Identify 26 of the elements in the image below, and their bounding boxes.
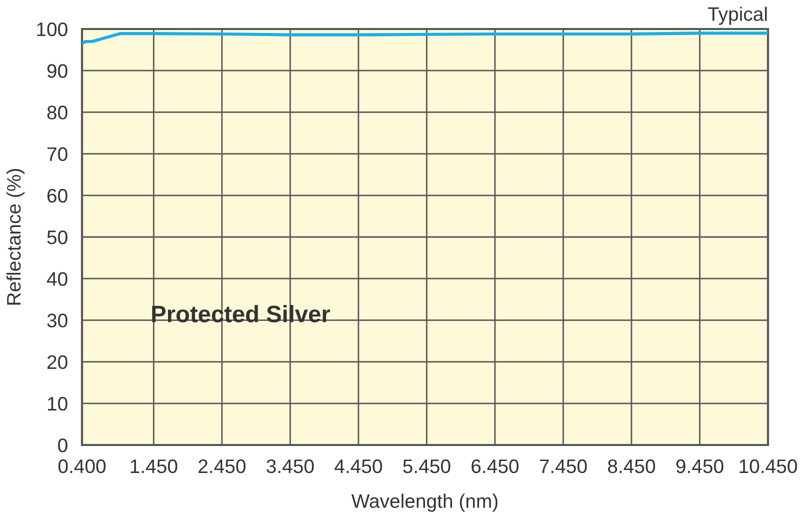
- x-tick-label: 3.450: [266, 459, 314, 474]
- x-axis-title: Wavelength (nm): [351, 494, 498, 512]
- x-tick-label: 0.400: [58, 459, 106, 474]
- y-tick-label: 10: [48, 396, 68, 411]
- x-tick-label: 7.450: [540, 459, 587, 474]
- y-tick-label: 90: [47, 64, 68, 78]
- y-tick-label: 80: [47, 106, 68, 120]
- y-tick-label: 30: [47, 314, 68, 328]
- x-tick-label: 4.450: [334, 459, 382, 474]
- y-tick-label: 70: [47, 147, 68, 162]
- y-tick-label: 20: [47, 355, 68, 370]
- x-tick-label: 1.450: [130, 459, 178, 474]
- x-tick-label: 9.450: [676, 459, 724, 474]
- y-tick-label: 100: [37, 22, 68, 36]
- y-tick-label: 0: [58, 438, 68, 452]
- x-tick-label: 6.450: [472, 459, 519, 474]
- x-tick-label: 2.450: [198, 459, 246, 474]
- y-axis-title: Reflectance (%): [6, 169, 25, 305]
- text: Typical: [708, 6, 767, 25]
- x-tick-label: 8.450: [608, 459, 656, 474]
- y-tick-label: 60: [47, 188, 68, 203]
- y-tick-label: 40: [46, 272, 68, 286]
- x-tick-label: 5.450: [403, 459, 450, 474]
- line-series: [82, 32, 768, 46]
- y-tick-label: 50: [47, 230, 68, 244]
- x-tick-label: 10.450: [740, 459, 797, 474]
